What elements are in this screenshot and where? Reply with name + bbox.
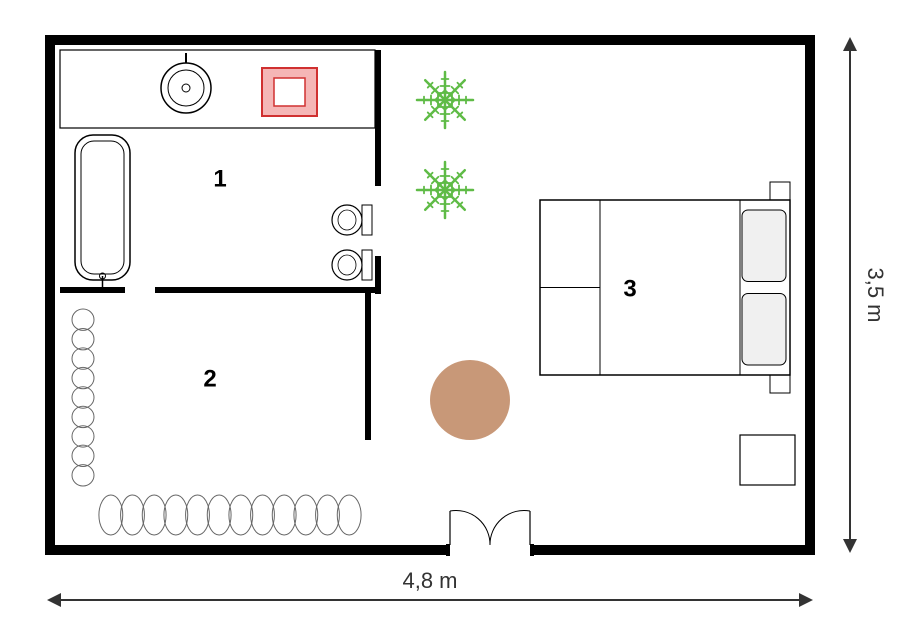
room-label-2: 2 bbox=[203, 365, 216, 392]
bidet bbox=[332, 250, 372, 280]
plant-1 bbox=[417, 162, 473, 218]
closet-rail-bottom bbox=[99, 495, 361, 535]
room-label-3: 3 bbox=[623, 275, 636, 302]
floor-plan: 1 2 3 4,8 m 3,5 m bbox=[0, 0, 900, 638]
toilet bbox=[332, 205, 372, 235]
room-label-1: 1 bbox=[213, 165, 226, 192]
bathtub bbox=[75, 135, 130, 292]
dimension-width-label: 4,8 m bbox=[402, 568, 457, 593]
dimension-height-label: 3,5 m bbox=[863, 267, 888, 322]
closet-rail-left bbox=[72, 309, 94, 486]
sink-counter bbox=[60, 50, 375, 128]
plant-0 bbox=[417, 72, 473, 128]
sink bbox=[161, 53, 211, 113]
nightstand bbox=[740, 435, 795, 485]
bed bbox=[540, 182, 790, 393]
wall-picture bbox=[262, 68, 317, 116]
entry-door bbox=[446, 510, 534, 556]
round-rug bbox=[430, 360, 510, 440]
